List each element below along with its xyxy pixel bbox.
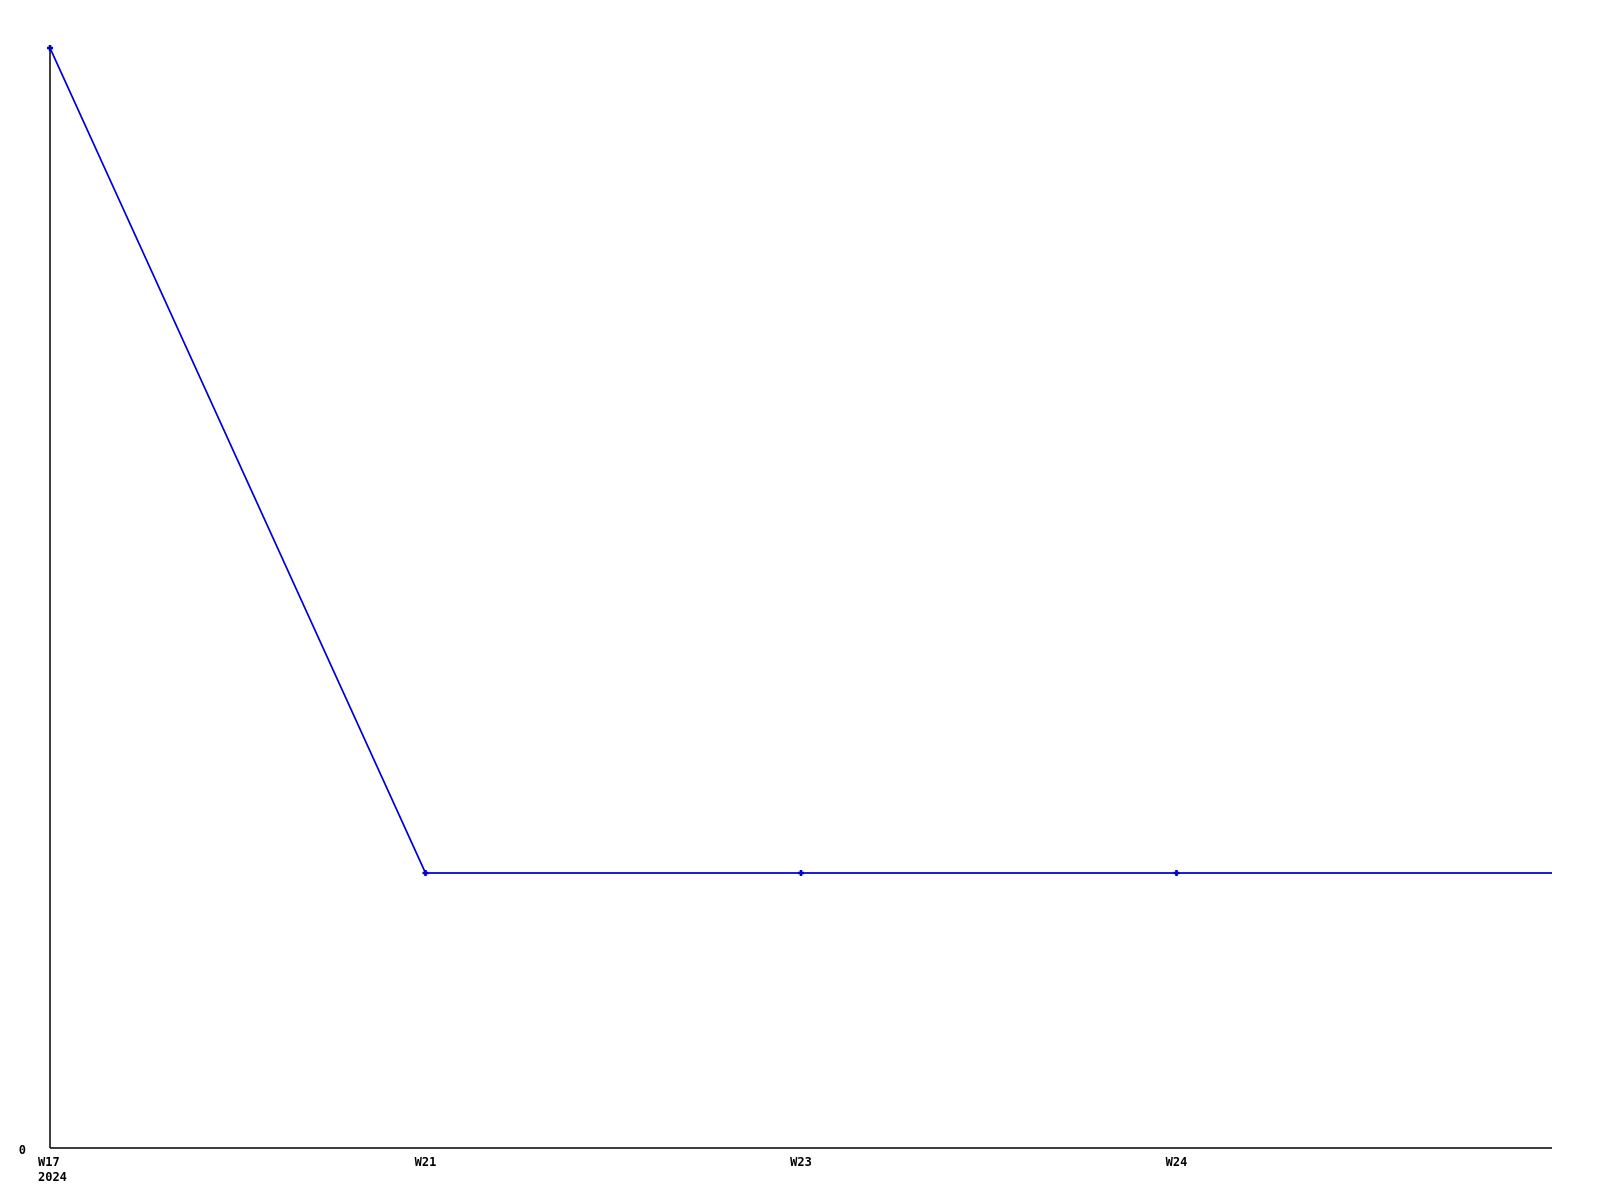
data-point-marker	[47, 45, 53, 51]
y-tick-label: 0	[19, 1143, 26, 1157]
data-point-marker	[798, 870, 804, 876]
x-tick-label: W24	[1166, 1155, 1188, 1169]
x-tick-label: W23	[790, 1155, 812, 1169]
data-line	[49, 47, 1552, 874]
data-point-marker	[422, 870, 429, 876]
x-axis-year-label: 2024	[38, 1170, 67, 1184]
data-point-marker	[1173, 870, 1180, 876]
x-tick-label: W21	[415, 1155, 437, 1169]
x-tick-label: W17	[38, 1155, 60, 1169]
